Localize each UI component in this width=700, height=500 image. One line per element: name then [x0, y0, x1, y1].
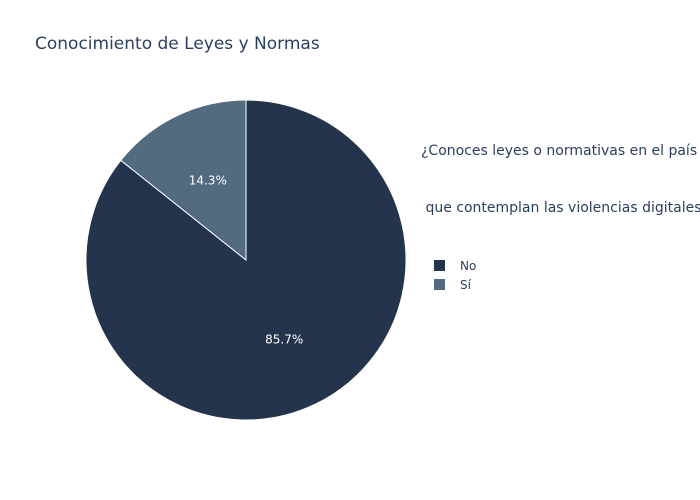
legend-label-si: Sí [460, 277, 471, 292]
slice-label-si: 14.3% [189, 174, 227, 188]
legend-swatch-si [434, 279, 445, 290]
pie-slices [85, 99, 407, 421]
legend-item-si[interactable]: Sí [434, 275, 700, 294]
legend: ¿Conoces leyes o normativas en el país q… [421, 104, 700, 294]
legend-title: ¿Conoces leyes o normativas en el país q… [421, 104, 700, 256]
legend-title-line-2: que contemplan las violencias digitales? [421, 200, 700, 216]
legend-label-no: No [460, 258, 477, 273]
pie-slice-labels: 85.7% 14.3% [189, 174, 304, 347]
legend-item-no[interactable]: No [434, 256, 700, 275]
chart-title: Conocimiento de Leyes y Normas [35, 34, 320, 54]
slice-label-no: 85.7% [265, 332, 303, 346]
legend-title-line-1: ¿Conoces leyes o normativas en el país [421, 143, 698, 159]
legend-swatch-no [434, 260, 445, 271]
pie-slice-si[interactable] [120, 99, 247, 262]
